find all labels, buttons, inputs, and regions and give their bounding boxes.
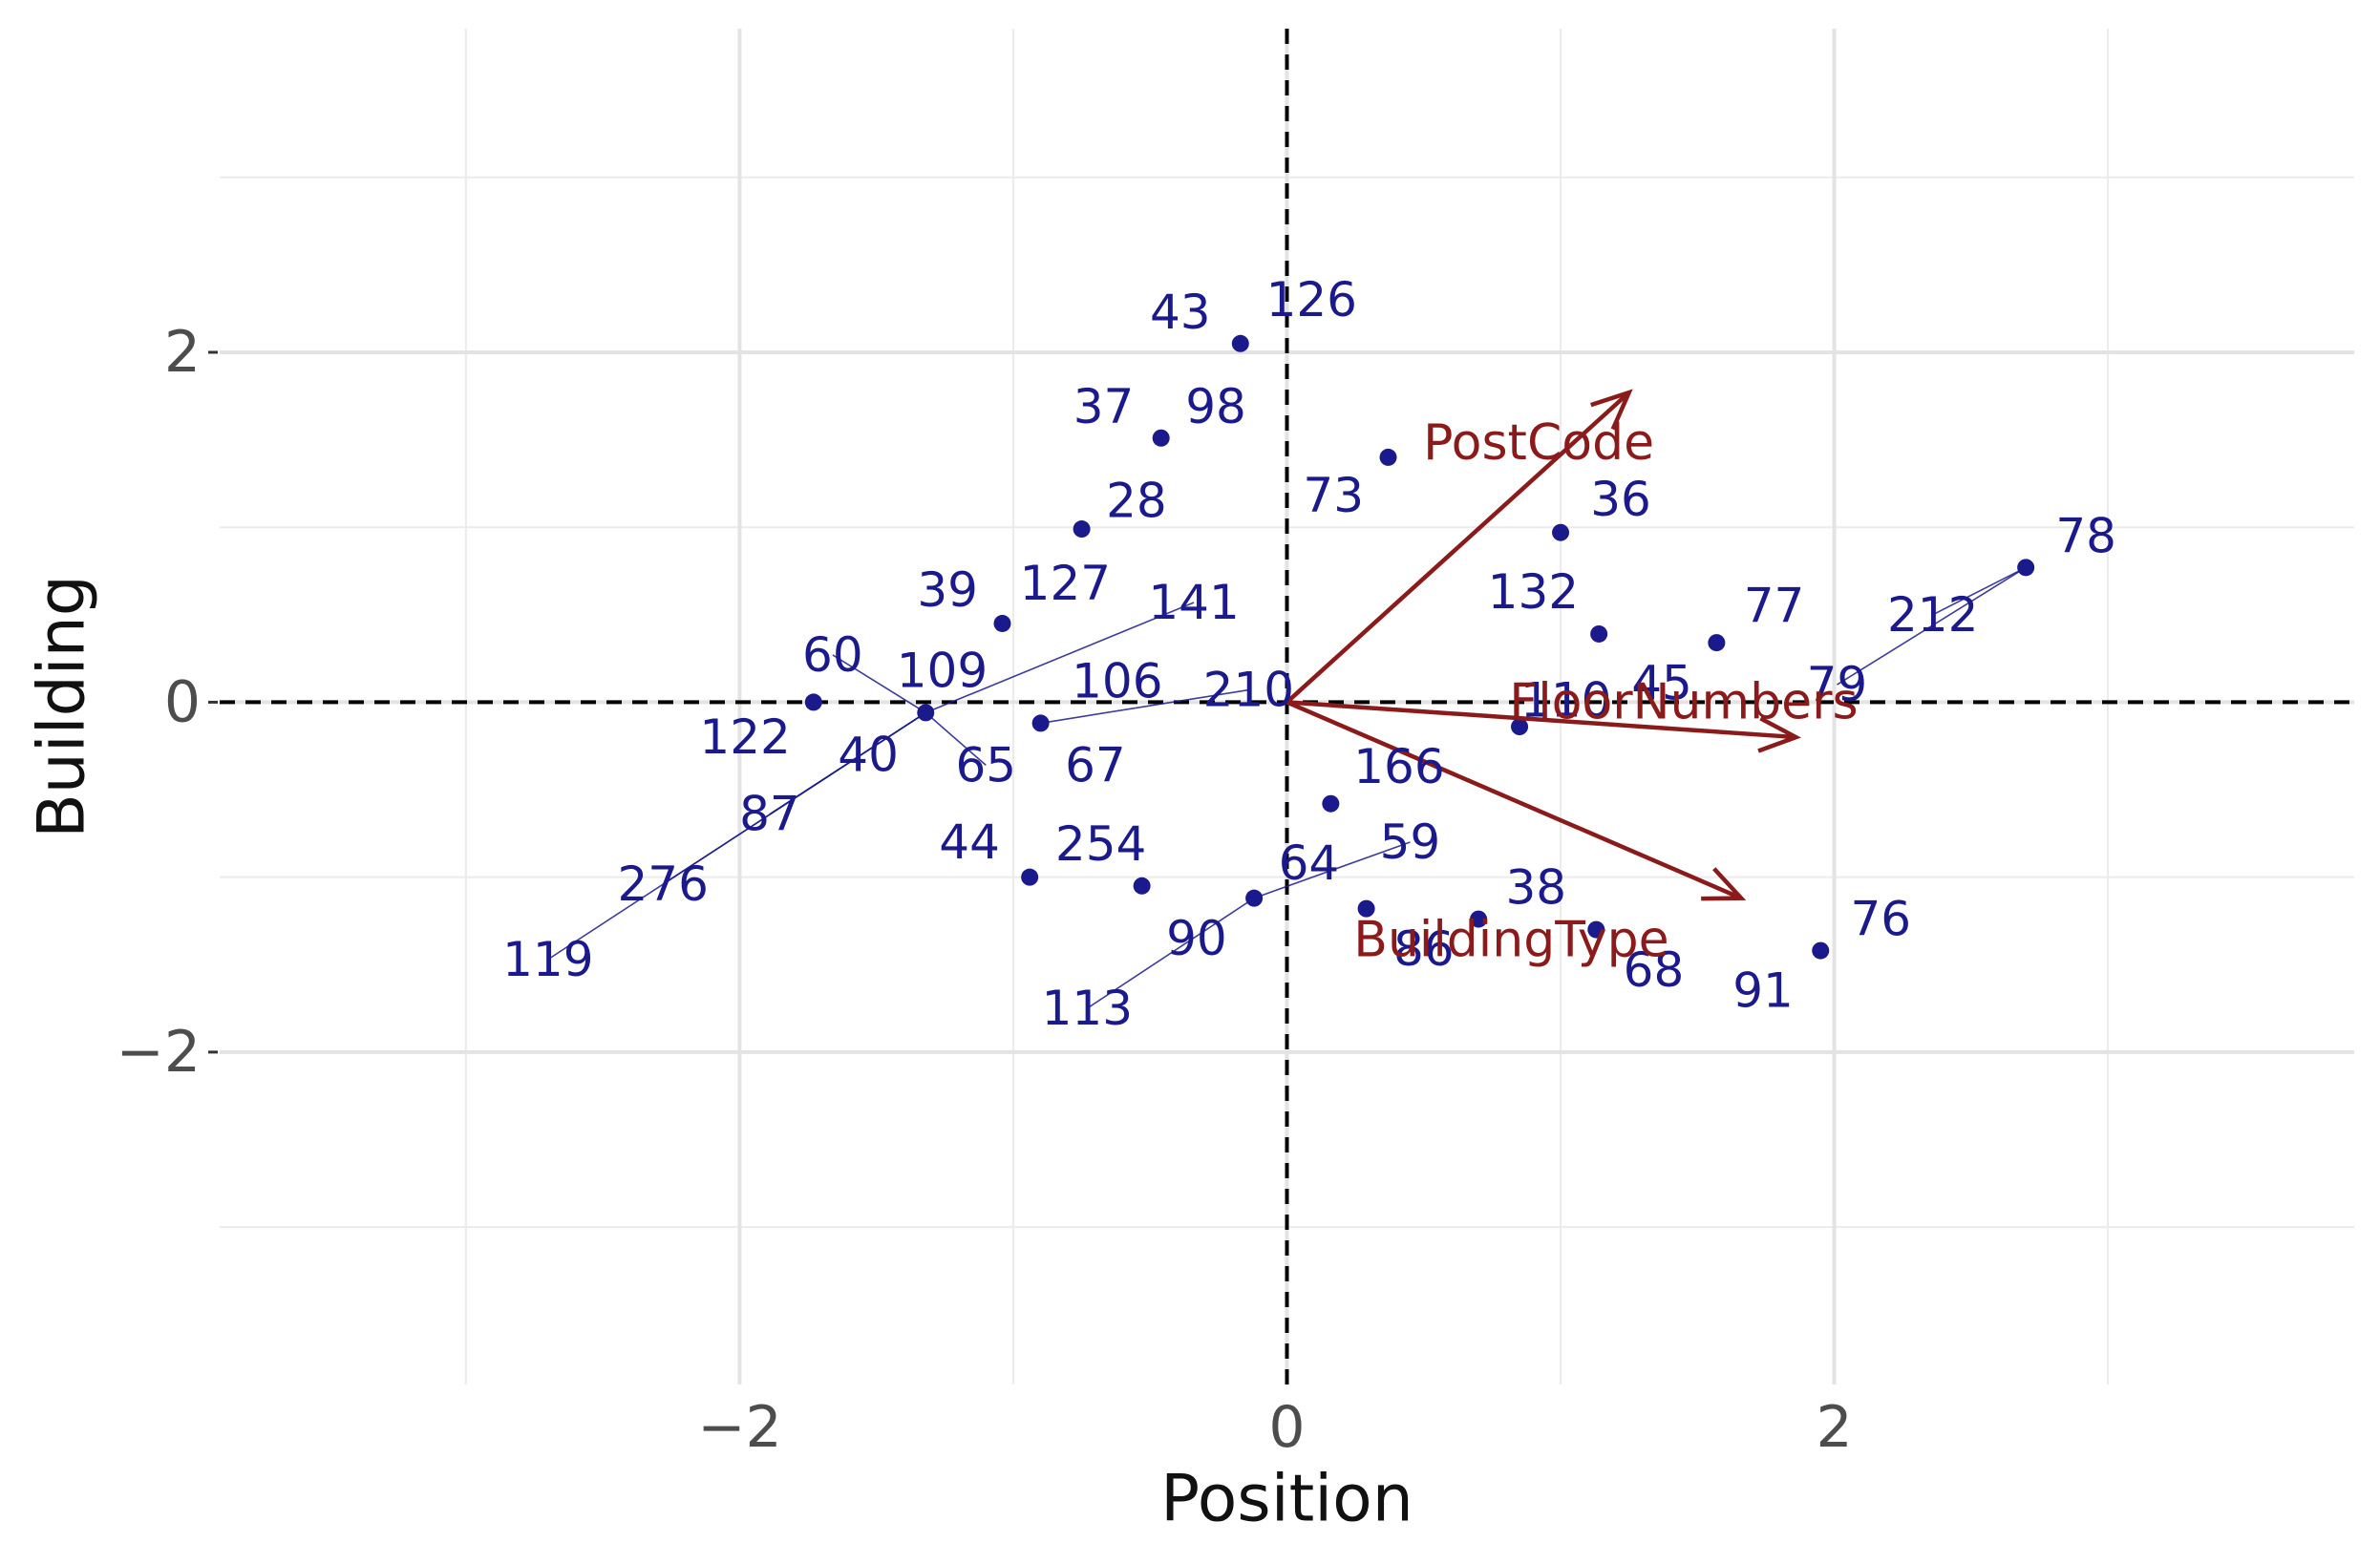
point-label: 37	[1073, 379, 1135, 434]
data-point	[1587, 920, 1605, 939]
data-point	[1812, 941, 1830, 960]
point-label: 65	[955, 737, 1016, 793]
x-axis-title: Position	[1160, 1462, 1413, 1537]
point-label: 40	[838, 727, 899, 782]
point-label: 141	[1148, 575, 1239, 630]
label-leader-line	[1086, 897, 1255, 1009]
point-label: 39	[917, 562, 978, 618]
point-label: 36	[1590, 472, 1651, 527]
point-label: 78	[2055, 508, 2116, 563]
point-label: 43	[1150, 285, 1211, 340]
data-point	[1031, 714, 1050, 732]
point-label: 166	[1353, 739, 1444, 794]
data-point	[1322, 794, 1340, 813]
point-label: 119	[502, 932, 593, 987]
point-label: 87	[739, 787, 800, 842]
point-label: 67	[1065, 737, 1126, 793]
data-point	[1245, 889, 1264, 907]
point-label: 98	[1185, 379, 1246, 434]
point-label: 106	[1072, 653, 1162, 708]
point-label: 254	[1055, 816, 1146, 872]
label-leader-line	[1932, 566, 2027, 616]
vector-arrow-head	[1757, 716, 1801, 753]
label-leader-line	[924, 602, 1195, 714]
point-label: 91	[1732, 963, 1794, 1019]
point-label: 90	[1166, 911, 1227, 966]
point-label: 28	[1106, 474, 1167, 529]
data-point	[2017, 559, 2035, 577]
data-point	[804, 693, 822, 711]
point-label: 45	[1631, 655, 1692, 710]
y-tick-label: 0	[164, 668, 201, 735]
label-leader-line	[832, 654, 926, 714]
point-label: 38	[1505, 860, 1566, 916]
y-axis-title: Building	[25, 575, 100, 838]
point-label: 79	[1807, 657, 1868, 712]
vector-arrow-line	[1285, 391, 1631, 705]
axes-layer: −2 0 2 −2 0 2 Position Building	[25, 319, 1853, 1537]
data-point	[1021, 868, 1039, 886]
data-point	[1357, 899, 1375, 918]
label-leader-line	[547, 711, 926, 961]
data-point	[1708, 634, 1726, 652]
point-label: 64	[1279, 835, 1340, 891]
vector-arrow-head	[1590, 389, 1633, 431]
label-leader-line	[1040, 688, 1249, 725]
data-point	[1133, 877, 1151, 895]
point-label: 68	[1624, 942, 1685, 998]
y-tick-label: −2	[117, 1019, 201, 1086]
point-label: 127	[1020, 556, 1111, 611]
vector-label: FloorNumbers	[1509, 673, 1858, 730]
data-point	[1152, 429, 1170, 447]
point-label: 44	[939, 814, 1000, 870]
point-label: 132	[1488, 564, 1579, 620]
vector-arrow-line	[1286, 700, 1796, 740]
vector-arrows	[1285, 389, 1801, 901]
data-point	[1552, 523, 1570, 541]
point-label: 210	[1203, 663, 1294, 718]
point-label: 73	[1303, 468, 1364, 523]
label-leader-lines	[547, 566, 2027, 1009]
point-label: 59	[1380, 814, 1441, 870]
data-point	[1511, 718, 1529, 736]
point-label: 109	[897, 643, 988, 698]
x-tick-label: −2	[697, 1394, 781, 1461]
vector-label: BuildingType	[1353, 912, 1668, 969]
vector-arrow-line	[1286, 700, 1743, 900]
y-tick-label: 2	[164, 319, 201, 386]
data-point	[1470, 910, 1488, 928]
label-leader-line	[1253, 841, 1411, 899]
data-point	[917, 704, 935, 722]
point-label-layer: 43 126 37 98 73 28 36 78 39 127 141 132 77 212 60 109 10…	[502, 272, 2116, 1036]
x-tick-label: 2	[1816, 1394, 1852, 1461]
point-label: 113	[1042, 981, 1133, 1036]
vector-arrow-head	[1701, 867, 1747, 901]
point-label: 110	[1520, 673, 1611, 729]
data-point	[993, 614, 1011, 632]
point-label: 60	[802, 627, 863, 683]
data-point	[1073, 520, 1091, 539]
point-label: 76	[1850, 892, 1911, 947]
point-label: 126	[1266, 272, 1357, 328]
vector-label: PostCode	[1423, 414, 1654, 472]
label-leader-line	[1837, 566, 2027, 686]
label-leader-line	[924, 711, 987, 766]
data-point	[1379, 448, 1397, 466]
point-label: 212	[1887, 587, 1978, 643]
point-label: 77	[1744, 579, 1805, 634]
point-label: 86	[1393, 921, 1455, 977]
point-label: 276	[617, 856, 708, 912]
data-point	[1231, 334, 1249, 352]
x-tick-label: 0	[1268, 1394, 1305, 1461]
point-layer	[804, 334, 2035, 960]
point-label: 122	[699, 709, 790, 765]
data-point	[1590, 624, 1608, 643]
